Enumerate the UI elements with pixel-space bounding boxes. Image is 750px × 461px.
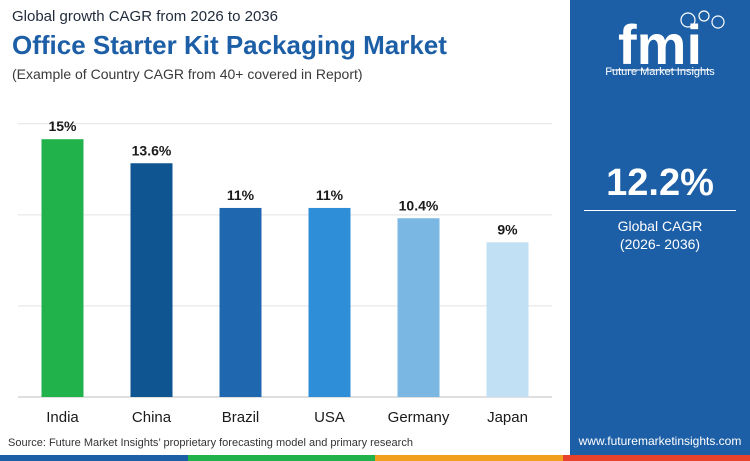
chart-title: Office Starter Kit Packaging Market	[12, 30, 447, 60]
value-label-china: 13.6%	[132, 142, 172, 158]
strip-segment	[187, 455, 375, 461]
strip-segment	[375, 455, 563, 461]
value-label-usa: 11%	[316, 187, 344, 203]
category-label-brazil: Brazil	[222, 409, 260, 426]
bar-usa	[308, 207, 351, 397]
source-note: Source: Future Market Insights’ propriet…	[8, 437, 413, 449]
chart-panel: Global growth CAGR from 2026 to 2036 Off…	[8, 8, 552, 449]
logo-company-name: Future Market Insights	[605, 66, 715, 78]
value-label-india: 15%	[48, 118, 77, 134]
category-label-china: China	[132, 409, 172, 426]
value-label-brazil: 11%	[227, 187, 255, 203]
global-cagr-value: 12.2%	[606, 162, 714, 204]
bar-germany	[397, 218, 440, 397]
value-label-japan: 9%	[497, 221, 518, 237]
category-label-japan: Japan	[487, 409, 528, 426]
bar-brazil	[219, 207, 262, 397]
category-label-germany: Germany	[388, 409, 450, 426]
strip-segment	[562, 455, 750, 461]
fmi-logo: fmi	[610, 10, 725, 76]
logo-globe-icon	[680, 10, 725, 29]
global-cagr-label: Global CAGR	[617, 218, 703, 234]
bar-chart: 15% India 13.6% China 11% Brazil 11% USA 10.4% Ge…	[18, 118, 552, 426]
fmi-logo-letters: fmi	[618, 13, 702, 76]
strip-segment	[0, 455, 188, 461]
cagr-divider	[584, 210, 736, 211]
category-label-usa: USA	[314, 409, 345, 426]
chart-note: (Example of Country CAGR from 40+ covere…	[12, 66, 363, 82]
bar-india	[41, 139, 84, 397]
chart-subtitle: Global growth CAGR from 2026 to 2036	[12, 8, 278, 25]
bar-china	[130, 163, 173, 397]
bottom-color-strip	[0, 455, 750, 461]
bar-japan	[486, 242, 529, 397]
global-cagr-period: (2026- 2036)	[619, 236, 701, 252]
value-label-germany: 10.4%	[399, 197, 439, 213]
category-label-india: India	[46, 409, 79, 426]
website-link[interactable]: www.futuremarketinsights.com	[578, 434, 742, 448]
summary-panel: fmi Future Market Insights 12.2% Global …	[570, 0, 750, 461]
